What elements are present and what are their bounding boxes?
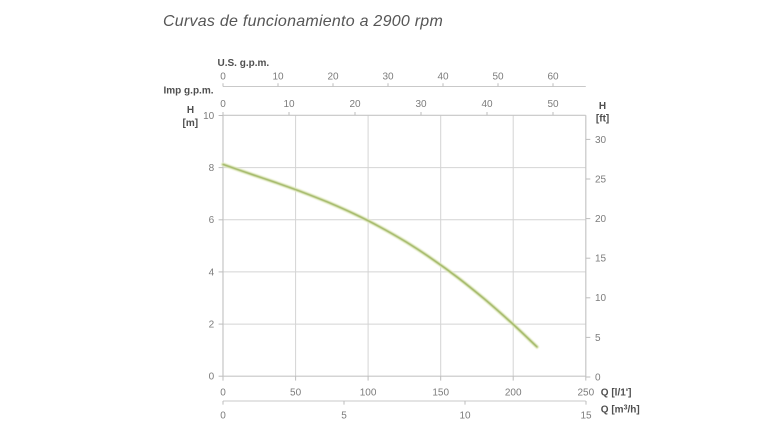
svg-text:[ft]: [ft] xyxy=(596,114,609,125)
svg-text:30: 30 xyxy=(595,135,607,146)
svg-text:15: 15 xyxy=(595,254,607,265)
svg-text:0: 0 xyxy=(220,411,226,422)
svg-text:Q [m3/h]: Q [m3/h] xyxy=(601,404,640,416)
svg-text:20: 20 xyxy=(349,99,361,110)
svg-text:[m]: [m] xyxy=(183,118,199,129)
svg-text:5: 5 xyxy=(341,411,347,422)
svg-text:10: 10 xyxy=(203,111,215,122)
svg-text:10: 10 xyxy=(283,99,295,110)
svg-text:100: 100 xyxy=(360,387,377,398)
svg-text:30: 30 xyxy=(382,72,394,83)
svg-text:H: H xyxy=(187,105,194,116)
svg-text:4: 4 xyxy=(209,267,215,278)
svg-text:U.S. g.p.m.: U.S. g.p.m. xyxy=(218,58,270,69)
svg-text:10: 10 xyxy=(459,411,471,422)
svg-text:Imp g.p.m.: Imp g.p.m. xyxy=(164,86,214,97)
svg-text:H: H xyxy=(599,101,606,112)
svg-text:60: 60 xyxy=(547,72,559,83)
svg-text:0: 0 xyxy=(595,372,601,383)
svg-text:0: 0 xyxy=(220,99,226,110)
svg-text:25: 25 xyxy=(595,174,607,185)
svg-text:20: 20 xyxy=(327,72,339,83)
svg-text:50: 50 xyxy=(547,99,559,110)
svg-text:250: 250 xyxy=(577,387,594,398)
svg-text:30: 30 xyxy=(415,99,427,110)
svg-text:10: 10 xyxy=(272,72,284,83)
svg-text:8: 8 xyxy=(209,163,215,174)
svg-text:6: 6 xyxy=(209,215,215,226)
svg-text:5: 5 xyxy=(595,333,601,344)
svg-text:40: 40 xyxy=(481,99,493,110)
svg-text:50: 50 xyxy=(290,387,302,398)
svg-text:Curvas de funcionamiento a 290: Curvas de funcionamiento a 2900 rpm xyxy=(163,13,443,30)
svg-text:0: 0 xyxy=(209,372,215,383)
svg-text:Q [l/1']: Q [l/1'] xyxy=(601,387,632,398)
svg-text:150: 150 xyxy=(432,387,449,398)
svg-text:0: 0 xyxy=(220,72,226,83)
svg-text:40: 40 xyxy=(437,72,449,83)
svg-text:20: 20 xyxy=(595,214,607,225)
svg-text:15: 15 xyxy=(580,411,592,422)
svg-text:200: 200 xyxy=(505,387,522,398)
svg-text:50: 50 xyxy=(492,72,504,83)
svg-text:2: 2 xyxy=(209,320,215,331)
svg-text:10: 10 xyxy=(595,293,607,304)
svg-text:0: 0 xyxy=(220,387,226,398)
